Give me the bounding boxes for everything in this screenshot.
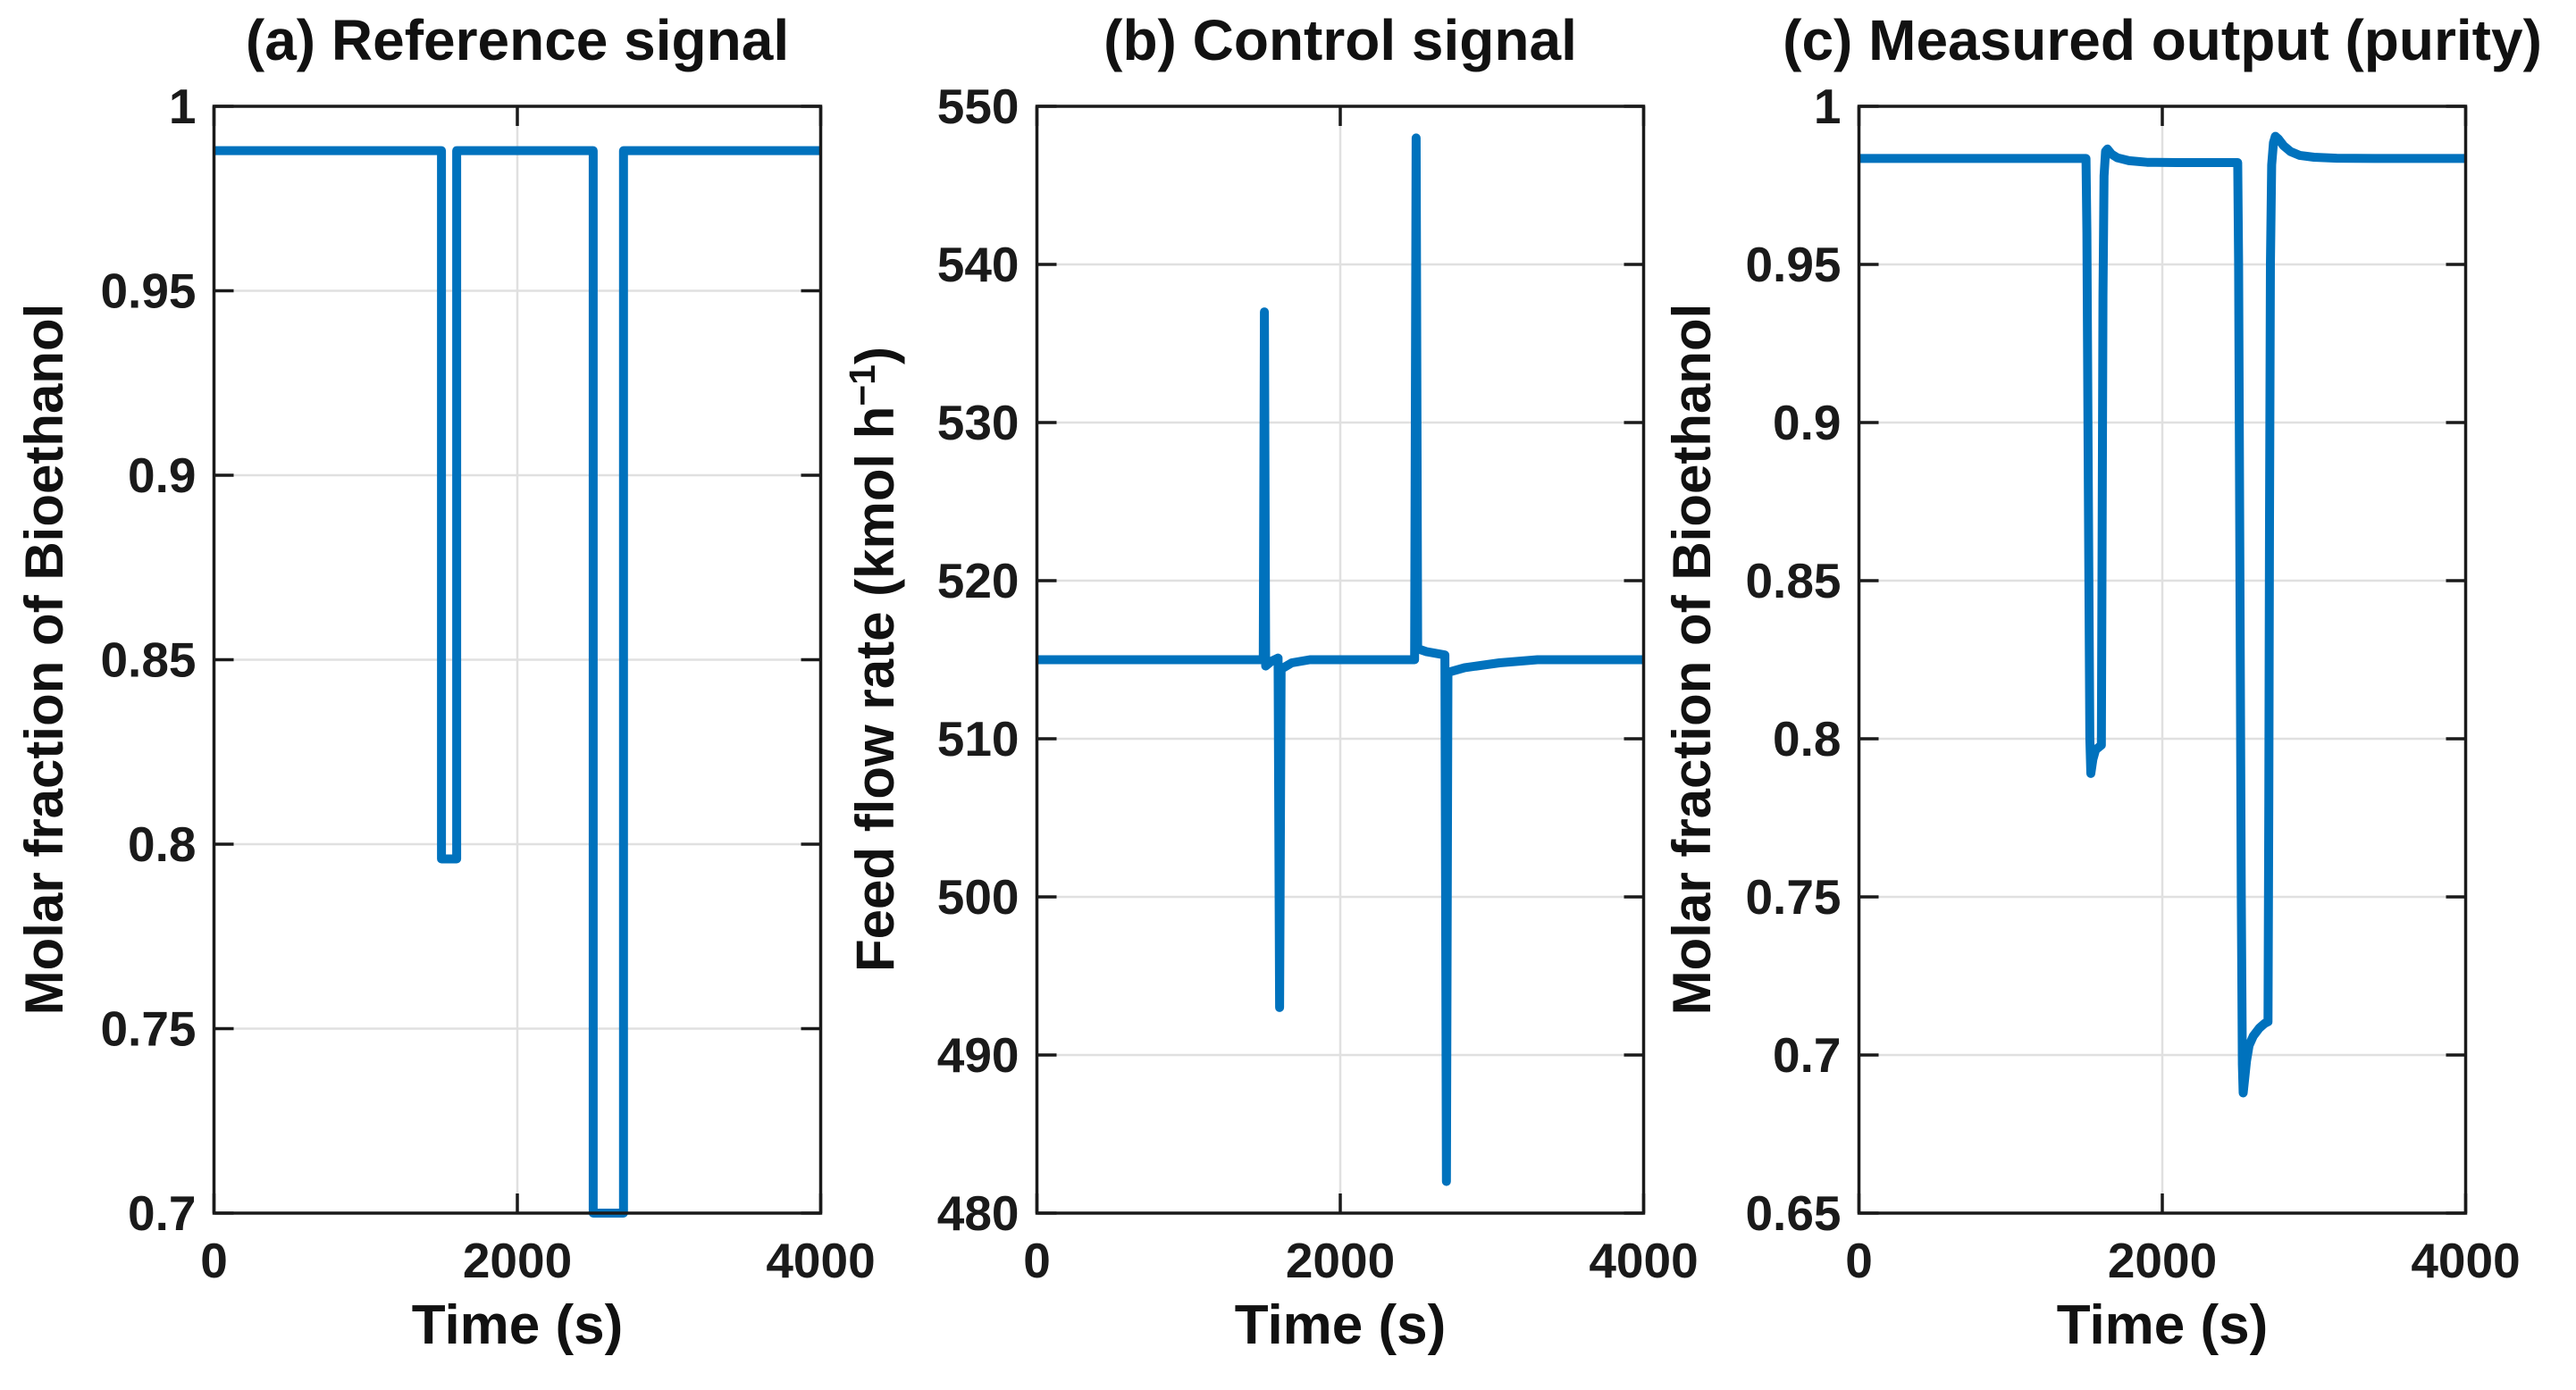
ylabel-b-close: ) xyxy=(845,347,905,365)
y-tick-label: 0.8 xyxy=(128,816,196,872)
ylabel-c-text: Molar fraction of Bioethanol xyxy=(1662,303,1722,1016)
y-tick-label: 500 xyxy=(937,869,1019,925)
y-tick-label: 0.85 xyxy=(1745,553,1841,608)
x-tick-label: 2000 xyxy=(1286,1233,1395,1288)
y-tick-label: 0.75 xyxy=(100,1001,196,1057)
y-tick-label: 0.9 xyxy=(1773,395,1841,450)
x-tick-label: 4000 xyxy=(766,1233,875,1288)
subplot-b-ylabel: Feed flow rate (kmol h−1) xyxy=(842,347,906,972)
y-tick-label: 0.75 xyxy=(1745,869,1841,925)
series-line-measured-output xyxy=(1859,131,2466,1098)
x-tick-label: 2000 xyxy=(2108,1233,2217,1288)
subplot-c-title: (c) Measured output (purity) xyxy=(1783,8,2542,72)
subplot-b-xlabel: Time (s) xyxy=(1234,1294,1447,1356)
subplot-c-ylabel: Molar fraction of Bioethanol xyxy=(1658,304,1723,1016)
y-tick-label: 490 xyxy=(937,1027,1019,1083)
x-tick-label: 4000 xyxy=(1589,1233,1698,1288)
x-tick-label: 0 xyxy=(1023,1233,1051,1288)
x-tick-label: 2000 xyxy=(463,1233,572,1288)
y-tick-label: 530 xyxy=(937,395,1019,450)
ylabel-b-text: Feed flow rate (kmol h xyxy=(845,406,905,972)
y-tick-label: 0.65 xyxy=(1745,1185,1841,1241)
y-tick-label: 0.8 xyxy=(1773,711,1841,766)
x-tick-label: 0 xyxy=(200,1233,228,1288)
subplot-a-ylabel: Molar fraction of Bioethanol xyxy=(11,304,75,1016)
y-tick-label: 1 xyxy=(1814,79,1842,134)
y-tick-label: 480 xyxy=(937,1185,1019,1241)
y-tick-label: 540 xyxy=(937,237,1019,292)
y-tick-label: 550 xyxy=(937,79,1019,134)
y-tick-label: 520 xyxy=(937,553,1019,608)
series-line-reference-signal xyxy=(214,146,821,1218)
x-tick-label: 0 xyxy=(1845,1233,1873,1288)
y-tick-label: 510 xyxy=(937,711,1019,766)
y-tick-label: 0.7 xyxy=(1773,1027,1841,1083)
y-tick-label: 0.95 xyxy=(1745,237,1841,292)
subplot-b-title: (b) Control signal xyxy=(1103,8,1577,72)
y-tick-label: 0.85 xyxy=(100,632,196,688)
y-tick-label: 0.9 xyxy=(128,448,196,503)
subplot-a-xlabel: Time (s) xyxy=(411,1294,624,1356)
y-tick-label: 0.95 xyxy=(100,264,196,319)
y-tick-label: 0.7 xyxy=(128,1185,196,1241)
ylabel-a-text: Molar fraction of Bioethanol xyxy=(14,303,74,1016)
y-tick-label: 1 xyxy=(169,79,197,134)
subplot-a-title: (a) Reference signal xyxy=(245,8,790,72)
x-tick-label: 4000 xyxy=(2411,1233,2520,1288)
subplot-c-xlabel: Time (s) xyxy=(2056,1294,2269,1356)
ylabel-b-sup: −1 xyxy=(842,364,883,406)
series-line-control-signal xyxy=(1036,133,1644,1186)
